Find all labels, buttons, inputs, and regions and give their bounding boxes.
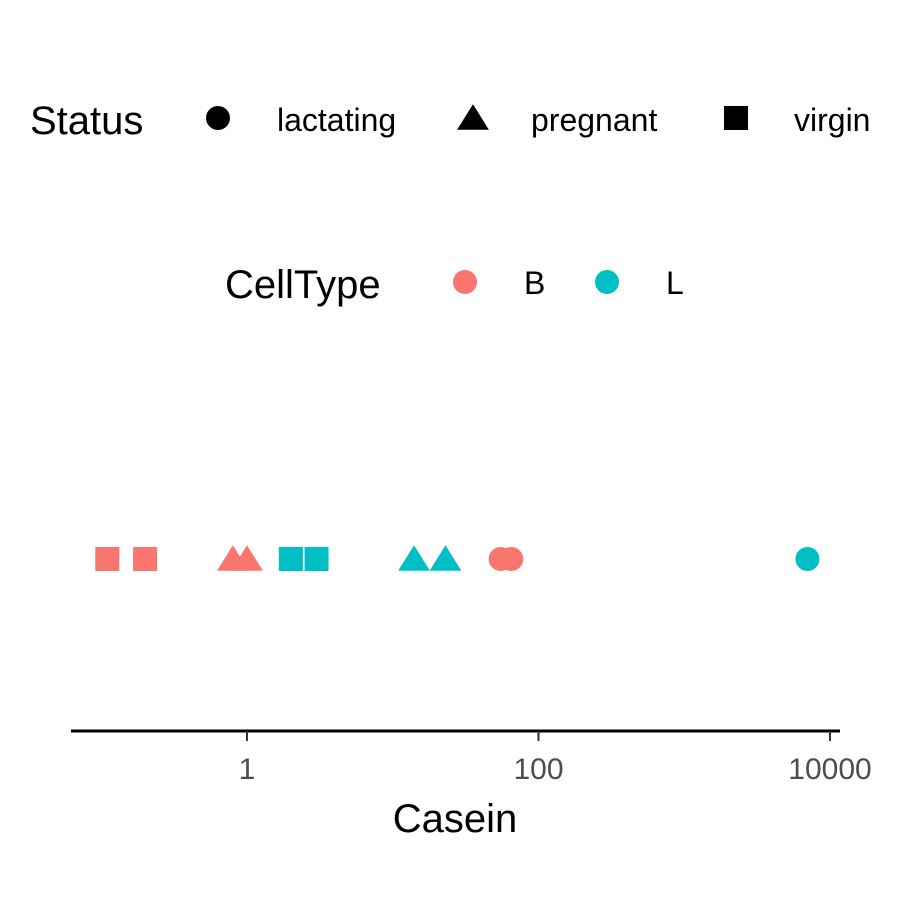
legend-square-icon (724, 106, 748, 130)
data-point-B-virgin-1 (133, 547, 158, 571)
x-axis-title: Casein (393, 797, 518, 841)
data-point-L-pregnant-6 (398, 545, 430, 571)
data-point-B-pregnant-3 (231, 545, 263, 571)
legend-label-pregnant: pregnant (531, 102, 657, 138)
status-legend-title: Status (30, 99, 143, 143)
data-point-B-virgin-0 (95, 547, 120, 571)
legend-label-B: B (524, 265, 545, 301)
legend-label-L: L (666, 265, 684, 301)
data-point-L-virgin-4 (278, 547, 303, 571)
legend-swatch-L (595, 270, 619, 294)
data-point-L-lactating-10 (795, 547, 820, 571)
legend-label-virgin: virgin (794, 102, 870, 138)
legend-swatch-B (453, 270, 477, 294)
data-point-B-lactating-9 (499, 547, 524, 571)
legend-label-lactating: lactating (277, 102, 396, 138)
celltype-legend-title: CellType (225, 263, 381, 307)
celltype-legend: CellType B L (225, 263, 684, 307)
x-axis: 1 100 10000 (71, 729, 872, 786)
status-legend: Status lactating pregnant virgin (30, 99, 870, 143)
data-point-L-virgin-5 (304, 547, 329, 571)
legend-triangle-icon (457, 104, 489, 130)
x-tick-label-10000: 10000 (788, 753, 871, 786)
data-points (95, 545, 820, 571)
data-point-L-pregnant-7 (429, 545, 462, 571)
x-tick-label-100: 100 (513, 753, 563, 786)
x-tick-label-1: 1 (239, 753, 256, 786)
legend-circle-icon (206, 106, 230, 130)
